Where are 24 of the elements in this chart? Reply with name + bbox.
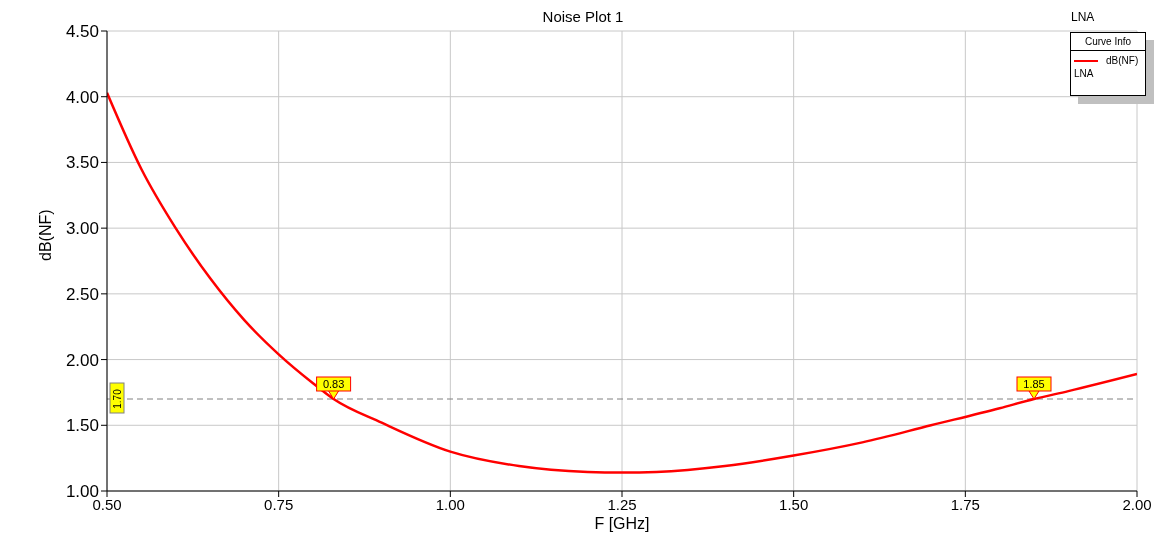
x-axis-title: F [GHz] [594, 515, 650, 532]
y-axis-title: dB(NF) [36, 209, 54, 261]
ref-line-label: 1.70 [111, 388, 123, 409]
line-series [107, 91, 1137, 474]
y-tick-label: 4.00 [65, 87, 99, 107]
x-tick-label: 1.00 [435, 495, 465, 513]
x-tick-label: 0.75 [264, 495, 294, 513]
legend-label: dB(NF) [1106, 55, 1139, 66]
x-tick-label: 1.25 [607, 495, 637, 513]
y-tick-label: 3.50 [65, 153, 99, 173]
annotation: 0.83 [322, 378, 345, 390]
y-tick-label: 1.50 [65, 416, 99, 436]
legend-title: Curve Info [1071, 33, 1145, 51]
x-tick-label: 1.75 [950, 495, 980, 513]
text: LNA [1071, 10, 1095, 24]
x-tick-label: 1.50 [779, 495, 809, 513]
y-tick-label: 4.50 [65, 22, 99, 42]
annotation: 1.85 [1023, 378, 1045, 390]
y-tick-label: 2.00 [65, 350, 99, 370]
x-tick-label: 2.00 [1122, 495, 1152, 513]
chart-title: Noise Plot 1 [542, 8, 624, 25]
y-tick-label: 2.50 [65, 284, 99, 304]
y-tick-label: 3.00 [65, 219, 99, 239]
annotation: LNA [1073, 67, 1095, 81]
